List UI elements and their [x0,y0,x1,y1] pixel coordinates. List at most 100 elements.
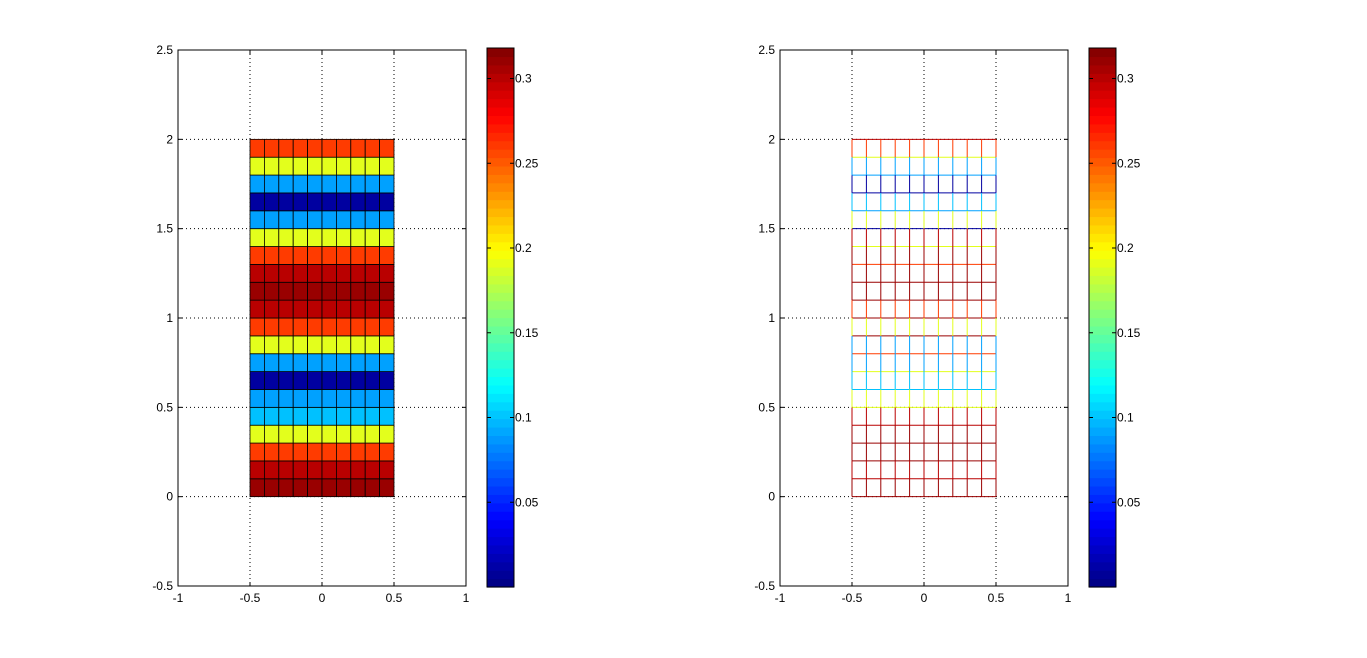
colorbar-segment [1089,536,1116,546]
colorbar-segment [1089,98,1116,108]
data-cell [249,353,265,373]
colorbar-segment [487,426,514,437]
colorbar-segment [1089,275,1116,285]
colorbar-segment [1089,511,1116,521]
colorbar-segment [487,174,514,184]
colorbar-segment [487,73,514,83]
colorbar-segment [487,182,514,192]
colorbar-segment [1089,469,1116,479]
data-cell [321,299,337,319]
data-cell [292,263,309,283]
data-cell [379,192,395,212]
data-cell [335,138,352,158]
data-cell [292,371,309,390]
data-cell [364,460,381,480]
data-cell [278,460,294,480]
data-cell [307,317,323,337]
data-cell [278,192,294,212]
data-cell [350,389,366,408]
colorbar-segment [1089,64,1116,74]
colorbar-segment [1089,460,1116,470]
data-cell [350,174,366,194]
x-tick-label: 0 [319,591,326,605]
colorbar-tick-label: 0.3 [1117,72,1134,86]
colorbar-segment [1089,570,1116,580]
data-cell [249,406,265,426]
data-cell [307,442,323,462]
colorbar-segment [1089,561,1116,571]
data-cell [321,424,337,444]
x-tick-label: -0.5 [842,591,863,605]
colorbar-segment [487,553,514,563]
colorbar: 0.05 0.1 0.15 0.2 0.25 0.3 [486,47,539,588]
data-cell [335,353,352,373]
colorbar-segment [1089,502,1116,512]
colorbar-segment [1089,317,1116,327]
data-cell [321,263,337,283]
colorbar-segment [1089,410,1116,420]
colorbar-segment [487,485,514,495]
data-cell [379,263,395,283]
data-cell [379,246,395,265]
colorbar-segment [1089,283,1116,293]
colorbar-segment [487,106,514,116]
data-cell [263,192,280,212]
data-cell [292,210,309,230]
y-tick-label: 0 [166,490,173,504]
colorbar-segment [1089,477,1116,487]
data-cell [350,317,366,337]
data-cell [321,138,337,158]
colorbar-segment [487,561,514,571]
data-cell [249,246,265,265]
data-cell [350,156,366,176]
data-cell [364,317,381,337]
data-cell [321,281,337,301]
data-cell [350,281,366,301]
colorbar-segment [1089,157,1116,167]
data-cell [307,281,323,301]
colorbar-segment [487,384,514,394]
data-cell [249,138,265,158]
colorbar-segment [487,199,514,209]
data-cell [307,371,323,390]
data-cell [278,353,294,373]
colorbar-segment [487,570,514,580]
colorbar-segment [1089,452,1116,462]
data-cell [350,263,366,283]
colorbar-segment [1089,149,1116,159]
data-cell [335,406,352,426]
data-cell [350,353,366,373]
colorbar-segment [487,494,514,504]
data-cell [278,317,294,337]
data-cell [307,424,323,444]
data-cell [263,317,280,337]
data-cell [335,442,352,462]
data-cell [350,406,366,426]
colorbar-segment [1089,132,1116,142]
data-cell [307,263,323,283]
y-tick-label: 1.5 [156,222,173,236]
colorbar-segment [1089,224,1116,234]
colorbar-segment [1089,494,1116,504]
colorbar-segment [487,48,514,58]
colorbar-segment [1089,81,1116,91]
data-cell [278,174,294,194]
colorbar-tick-label: 0.15 [515,326,539,340]
data-cell [321,371,337,390]
colorbar-segment [1089,56,1116,66]
data-cell [249,424,265,444]
data-cell [364,246,381,265]
data-cell [292,299,309,319]
colorbar-segment [487,325,514,335]
y-tick-label: 2.5 [758,43,775,57]
data-cell [249,263,265,283]
data-cell [292,317,309,337]
data-cell [263,138,280,158]
data-cell [249,389,265,408]
data-cell [249,442,265,462]
colorbar-segment [487,359,514,369]
data-cell [278,299,294,319]
data-cell [307,138,323,158]
data-cell [278,478,294,498]
data-cell [263,442,280,462]
